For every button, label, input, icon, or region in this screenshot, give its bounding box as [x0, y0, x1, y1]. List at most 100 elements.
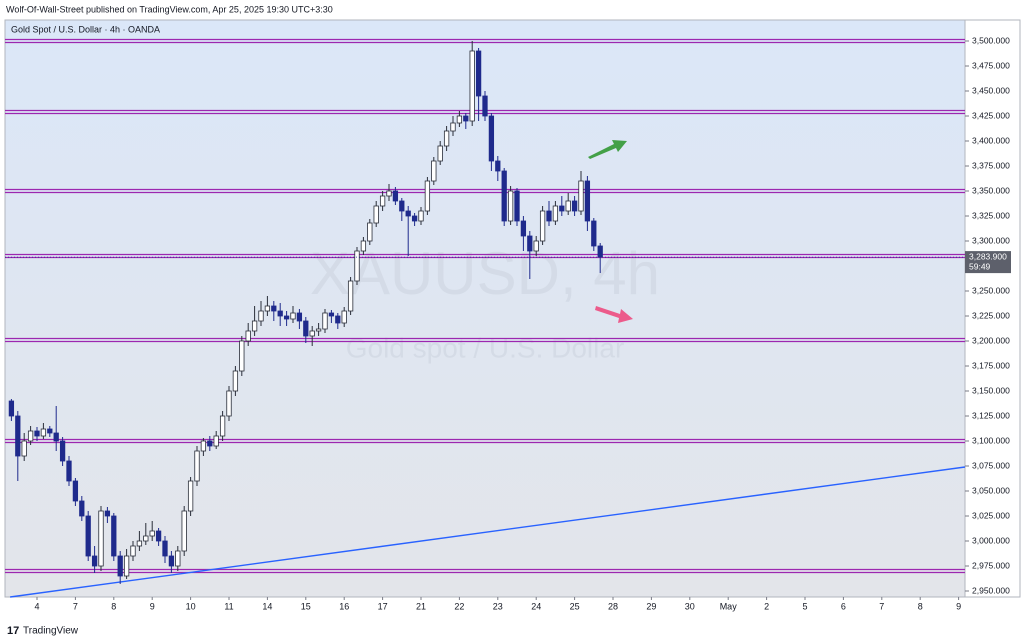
x-tick-label: 28	[608, 601, 618, 611]
y-tick-label: 2,950.000	[972, 585, 1010, 595]
x-tick-label: 6	[841, 601, 846, 611]
candle-body	[584, 180, 591, 222]
price-tag-label: 3,283.900	[969, 251, 1007, 261]
candle-body	[597, 245, 603, 258]
x-tick-label: 7	[879, 601, 884, 611]
candle-body	[72, 480, 79, 502]
candle-body	[424, 180, 431, 212]
candle-body	[187, 480, 194, 512]
candle-body	[437, 145, 443, 162]
candle-body	[347, 280, 354, 312]
candle-body	[123, 555, 130, 577]
candle-body	[136, 540, 143, 547]
candle-body	[450, 122, 456, 132]
candle-body	[571, 200, 578, 212]
watermark-subtitle: Gold spot / U.S. Dollar	[346, 332, 625, 363]
candle-body	[335, 315, 341, 324]
candle-body	[565, 200, 571, 212]
candle-body	[514, 190, 520, 222]
candle-body	[546, 210, 552, 222]
candle-body	[175, 550, 181, 567]
candle-body	[162, 540, 168, 557]
candle-body	[360, 240, 367, 252]
candle-body	[533, 240, 539, 252]
y-tick-label: 3,150.000	[972, 385, 1010, 395]
candle-body	[239, 340, 245, 372]
candle-body	[15, 415, 21, 457]
x-tick-label: 25	[570, 601, 580, 611]
x-tick-label: 24	[531, 601, 541, 611]
candle-body	[79, 500, 85, 517]
candle-body	[277, 310, 283, 317]
candle-body	[194, 450, 200, 482]
candle-body	[322, 312, 328, 330]
candle-body	[232, 370, 239, 392]
candle-body	[104, 510, 111, 517]
y-tick-label: 3,300.000	[972, 235, 1010, 245]
logo-mark: 17	[7, 625, 19, 637]
candle-body	[53, 432, 59, 442]
candle-body	[559, 205, 565, 212]
candle-body	[328, 312, 335, 317]
x-tick-label: 2	[764, 601, 769, 611]
x-tick-label: 21	[416, 601, 426, 611]
y-tick-label: 3,450.000	[972, 85, 1010, 95]
candle-body	[34, 430, 40, 437]
candle-body	[181, 510, 187, 552]
frame	[4, 19, 1021, 598]
candle-body	[578, 180, 584, 212]
y-tick-label: 2,975.000	[972, 560, 1010, 570]
x-tick-label: 5	[802, 601, 807, 611]
y-tick-label: 3,500.000	[972, 35, 1010, 45]
y-tick-label: 3,025.000	[972, 510, 1010, 520]
arrow-down	[595, 306, 633, 323]
candle-body	[226, 390, 232, 417]
series-layer	[5, 38, 966, 598]
y-tick-label: 3,325.000	[972, 210, 1010, 220]
x-tick-label: 7	[73, 601, 78, 611]
candle-body	[507, 190, 514, 222]
candle-body	[168, 555, 175, 567]
candle-body	[27, 430, 34, 442]
y-tick-label: 3,475.000	[972, 60, 1010, 70]
candle-body	[264, 305, 271, 312]
candle-body	[367, 222, 373, 242]
candle-body	[258, 310, 264, 322]
x-tick-label: 29	[646, 601, 656, 611]
candle-body	[59, 440, 66, 462]
candle-body	[283, 315, 290, 320]
y-tick-label: 3,075.000	[972, 460, 1010, 470]
candle-body	[219, 415, 226, 437]
arrow-up	[588, 140, 627, 159]
candle-body	[405, 210, 411, 217]
candle-body	[149, 530, 155, 537]
candle-body	[469, 50, 475, 122]
candle-body	[66, 460, 72, 482]
x-tick-label: 15	[301, 601, 311, 611]
y-tick-label: 3,050.000	[972, 485, 1010, 495]
candle-body	[443, 130, 450, 147]
candle-body	[539, 210, 546, 242]
candle-body	[296, 312, 303, 322]
candle-body	[91, 555, 98, 567]
candle-body	[117, 555, 123, 577]
x-tick-label: 8	[111, 601, 116, 611]
x-tick-label: 23	[493, 601, 503, 611]
header: Wolf-Of-Wall-Street published on Trading…	[6, 4, 333, 14]
candle-body	[399, 200, 405, 212]
candle-body	[456, 115, 463, 124]
candle-body	[251, 320, 258, 332]
candle-body	[245, 330, 251, 342]
candle-body	[475, 50, 482, 97]
footer-logo: 17 TradingView	[7, 625, 79, 637]
candle-body	[373, 205, 379, 224]
x-tick-label: 10	[186, 601, 196, 611]
candle-body	[213, 435, 219, 447]
x-tick-label: 11	[224, 601, 233, 611]
candle-body	[85, 515, 91, 557]
countdown: 59:49	[969, 261, 991, 271]
footer: TradingView	[23, 626, 79, 637]
y-tick-label: 3,100.000	[972, 435, 1010, 445]
candle-body	[354, 250, 360, 282]
